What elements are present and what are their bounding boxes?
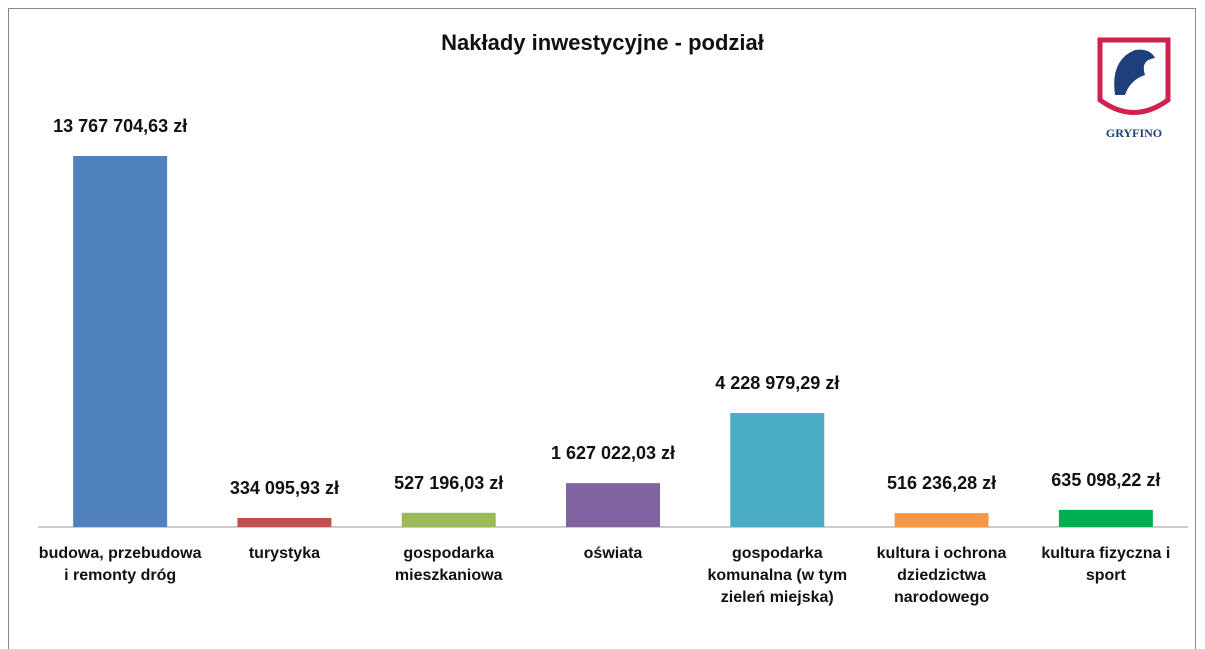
chart-frame — [8, 8, 1196, 649]
x-tick-label: kultura fizyczna i sport — [1041, 545, 1171, 584]
data-label: 527 196,03 zł — [394, 472, 504, 493]
data-label: 13 767 704,63 zł — [53, 116, 188, 136]
data-label: 635 098,22 zł — [1051, 469, 1161, 490]
bar — [1058, 509, 1153, 527]
bar — [730, 413, 825, 527]
x-tick-label: oświata — [583, 545, 643, 562]
logo-gryphon — [1114, 49, 1155, 95]
data-label: 1 627 022,03 zł — [550, 443, 676, 464]
data-label: 516 236,28 zł — [887, 473, 997, 494]
logo-text: GRYFINO — [1106, 126, 1162, 140]
bar — [237, 517, 332, 527]
bar — [401, 512, 496, 527]
x-tick-label: gospodarka komunalna (w tym zieleń miejs… — [707, 545, 848, 606]
chart-title: Nakłady inwestycyjne - podział — [441, 30, 764, 55]
bar — [73, 156, 168, 527]
x-tick-label: gospodarka mieszkaniowa — [394, 545, 503, 584]
data-label: 334 095,93 zł — [229, 477, 339, 498]
data-label: 4 228 979,29 zł — [715, 373, 840, 394]
logo-shield — [1097, 37, 1171, 115]
x-tick-label: budowa, przebudowa i remonty dróg — [38, 545, 202, 584]
logo: GRYFINO — [1097, 37, 1171, 140]
x-tick-label: kultura i ochrona dziedzictwa narodowego — [876, 545, 1007, 606]
x-tick-label: turystyka — [248, 545, 320, 562]
bar — [894, 513, 989, 527]
bar — [566, 483, 660, 527]
